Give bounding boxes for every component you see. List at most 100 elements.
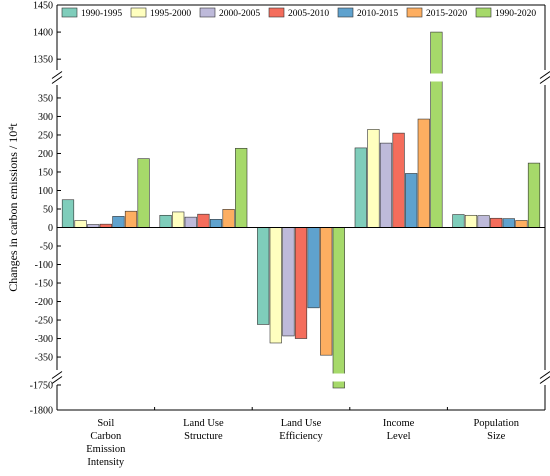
bar-2010-2015-1: [209, 219, 223, 228]
bar-2015-2020-3: [417, 118, 430, 228]
bars-layer: [61, 31, 541, 389]
y-tick-label: 1400: [33, 28, 53, 39]
axis-break-mark-0-0b: [51, 376, 63, 384]
x-category-label-line: Income: [383, 418, 415, 429]
bar-1990-2020-2: [332, 227, 345, 389]
bar-2000-2005-1: [184, 216, 197, 228]
bar-2010-2015-3: [405, 173, 418, 228]
y-tick-label: 1350: [33, 55, 53, 66]
x-category-label-line: Land Use: [281, 418, 322, 429]
y-tick-label: 350: [38, 93, 53, 104]
y-tick-label: 250: [38, 130, 53, 141]
axis-break-mark-1-1b: [539, 76, 550, 84]
x-category-label-line: Land Use: [183, 418, 224, 429]
bar-2010-2015-0: [112, 216, 125, 228]
bar-2000-2005-4: [477, 215, 490, 228]
legend: 1990-1995 1995-2000 2000-2005 2005-2010 2010…: [61, 7, 536, 19]
y-tick-label: 0: [48, 223, 53, 234]
y-tick-label: 100: [38, 186, 53, 197]
bar-1990-1995-2: [257, 227, 270, 325]
axis-break-mark-0-1a: [539, 371, 550, 379]
y-tick-label: -350: [35, 353, 53, 364]
bar-2015-2020-2: [320, 227, 333, 356]
y-axis-ticks: -1800 -1750 -350 -300 -250 -200 -150 -100 -50 0 50…: [30, 1, 61, 417]
y-tick-label: 300: [38, 112, 53, 123]
legend-label-2010-2015: 2010-2015: [357, 9, 398, 19]
bar-1995-2000-2: [269, 227, 282, 344]
bar-2000-2005-2: [282, 227, 295, 337]
y-tick-label: -200: [35, 297, 53, 308]
axis-break-gap-0: [55, 373, 547, 382]
x-category-label-line: Soil: [97, 418, 114, 429]
y-tick-label: 200: [38, 149, 53, 160]
y-tick-label: 1450: [33, 1, 53, 12]
bar-2005-2010-2: [294, 227, 308, 339]
y-tick-label: -50: [40, 242, 53, 253]
legend-label-2005-2010: 2005-2010: [288, 9, 329, 19]
bar-1995-2000-1: [172, 211, 185, 228]
y-tick-label: 150: [38, 167, 53, 178]
x-category-label-line: Emission: [86, 444, 126, 455]
axis-break-mark-1-1a: [539, 71, 550, 79]
bar-1995-2000-4: [464, 214, 478, 228]
x-category-label: Soil Carbon Emission Intensity: [86, 418, 126, 468]
bar-1990-1995-4: [452, 214, 465, 228]
legend-label-1995-2000: 1995-2000: [150, 9, 191, 19]
x-category-label-line: Carbon: [90, 431, 122, 442]
y-tick-label: 50: [43, 204, 53, 215]
bar-1990-1995-0: [61, 199, 75, 228]
bar-1990-1995-3: [354, 147, 367, 228]
legend-label-2015-2020: 2015-2020: [426, 9, 467, 19]
y-tick-label: -150: [35, 279, 53, 290]
legend-swatch-2010-2015: [337, 7, 354, 18]
axis-break-gap-1: [55, 73, 547, 82]
legend-swatch-2005-2010: [268, 7, 285, 18]
bar-2005-2010-1: [197, 213, 210, 228]
y-tick-label: -250: [35, 316, 53, 327]
legend-swatch-1990-1995: [61, 7, 78, 18]
axis-breaks: [51, 71, 550, 384]
legend-label-1990-1995: 1990-1995: [81, 9, 122, 19]
bar-1995-2000-3: [367, 129, 380, 228]
x-category-label-line: Population: [473, 418, 519, 429]
axis-break-mark-1-0a: [51, 71, 63, 79]
y-tick-label: -300: [35, 334, 53, 345]
bar-1995-2000-0: [74, 220, 87, 228]
legend-swatch-1990-2020: [475, 7, 492, 18]
x-category-label: Population Size: [473, 418, 519, 442]
legend-swatch-1995-2000: [130, 7, 147, 18]
axis-break-mark-0-1b: [539, 376, 550, 384]
bar-1990-2020-4: [527, 162, 541, 228]
bar-1990-1995-1: [159, 214, 172, 228]
legend-swatch-2000-2005: [199, 7, 216, 18]
x-category-label-line: Efficiency: [279, 431, 323, 442]
bar-1990-2020-0: [137, 158, 150, 228]
bar-1990-2020-3: [430, 31, 443, 228]
x-category-label: Income Level: [383, 418, 415, 442]
x-category-label-line: Level: [387, 431, 411, 442]
x-axis-labels: Soil Carbon Emission Intensity Land Use Struc…: [86, 407, 546, 468]
legend-swatch-2015-2020: [406, 7, 423, 18]
y-tick-label: -1800: [30, 406, 53, 417]
bar-2010-2015-2: [307, 227, 320, 309]
y-tick-label: -1750: [30, 381, 53, 392]
axes-layer: [56, 4, 546, 411]
y-tick-label: -100: [35, 260, 53, 271]
bar-1990-2020-1: [235, 147, 248, 228]
x-category-label-line: Intensity: [87, 457, 124, 468]
bar-2010-2015-4: [502, 218, 515, 228]
x-category-label-line: Size: [487, 431, 505, 442]
legend-label-1990-2020: 1990-2020: [495, 9, 536, 19]
bar-2015-2020-1: [222, 209, 235, 228]
bar-2015-2020-0: [124, 210, 138, 228]
axis-break-mark-1-0b: [51, 76, 63, 84]
x-category-label: Land Use Efficiency: [279, 418, 323, 442]
axis-break-mark-0-0a: [51, 371, 63, 379]
bar-2005-2010-3: [392, 132, 405, 228]
bar-2015-2020-4: [515, 220, 528, 228]
x-category-label-line: Structure: [184, 431, 223, 442]
y-axis-title: Changes in carbon emissions / 10⁴t: [6, 123, 20, 292]
bar-2005-2010-4: [490, 217, 503, 228]
x-category-label: Land Use Structure: [183, 418, 224, 442]
